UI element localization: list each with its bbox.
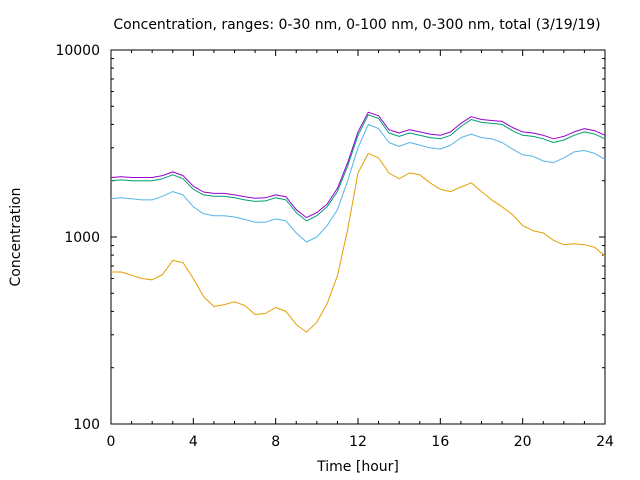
y-tick-label: 100 — [73, 417, 100, 433]
x-axis-label: Time [hour] — [316, 459, 399, 475]
x-axis-tick-labels: 0 4 8 12 16 20 24 — [107, 434, 614, 450]
y-tick-label: 10000 — [55, 43, 100, 59]
y-tick-label: 1000 — [64, 230, 100, 246]
x-tick-label: 8 — [271, 434, 280, 450]
x-tick-label: 24 — [596, 434, 614, 450]
y-axis-tick-labels: 100 1000 10000 — [55, 43, 100, 433]
x-tick-label: 0 — [107, 434, 116, 450]
series-line-1 — [111, 152, 606, 333]
x-tick-label: 12 — [349, 434, 367, 450]
series-line-2 — [110, 123, 606, 243]
series-line-3 — [110, 114, 606, 222]
x-tick-label: 4 — [189, 434, 198, 450]
plot-frame — [110, 49, 606, 425]
series-line-4 — [110, 111, 606, 219]
chart-title: Concentration, ranges: 0-30 nm, 0-100 nm… — [113, 17, 600, 33]
x-tick-label: 16 — [431, 434, 449, 450]
y-axis-label: Concentration — [8, 187, 24, 286]
x-tick-label: 20 — [514, 434, 532, 450]
axis-ticks — [110, 49, 606, 425]
data-series — [110, 111, 606, 333]
